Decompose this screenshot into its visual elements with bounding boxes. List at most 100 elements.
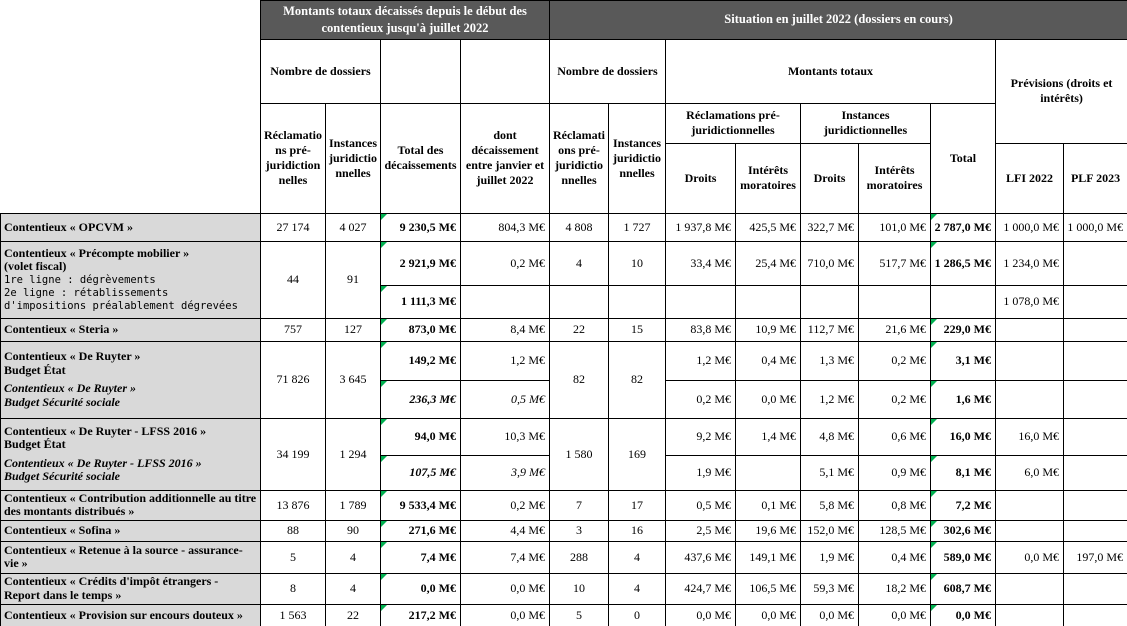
cell-reclamations-droits: 0,0 M€: [666, 604, 736, 626]
cell-plf-2023: [1064, 418, 1127, 455]
cell-instances-interets: 0,4 M€: [859, 541, 931, 573]
label-line: Contentieux « De Ruyter - LFSS 2016 »: [4, 425, 257, 438]
cell-situation-nb-instances: 1 727: [609, 213, 666, 241]
cell-instances-droits: 4,8 M€: [801, 418, 859, 455]
cell-reclamations-interets: 25,4 M€: [736, 241, 801, 285]
cell-nb-reclamations: 34 199: [261, 418, 326, 490]
header-col-dont-decaissement: dont décaissement entre janvier et juill…: [461, 103, 550, 213]
cell-dont-decaissement: 804,3 M€: [461, 213, 550, 241]
cell-instances-droits: 0,0 M€: [801, 604, 859, 626]
cell-dont-decaissement: 0,0 M€: [461, 573, 550, 604]
cell-nb-reclamations: 88: [261, 520, 326, 541]
cell-lfi-2022: [996, 380, 1064, 418]
label-note: d'impositions préalablement dégrevées: [4, 300, 257, 313]
header-empty-1: [381, 39, 461, 103]
cell-plf-2023: [1064, 520, 1127, 541]
cell-lfi-2022: [996, 604, 1064, 626]
cell-dont-decaissement: [461, 285, 550, 318]
label-note: 1re ligne : dégrèvements: [4, 274, 257, 287]
label-line: Budget Sécurité sociale: [4, 396, 257, 409]
cell-situation-nb-instances: 15: [609, 318, 666, 341]
cell-total: [931, 285, 996, 318]
cell-instances-droits: 59,3 M€: [801, 573, 859, 604]
cell-situation-nb-instances: 82: [609, 341, 666, 418]
cell-instances-droits: [801, 285, 859, 318]
cell-total: 3,1 M€: [931, 341, 996, 380]
cell-nb-reclamations: 8: [261, 573, 326, 604]
header-empty-2: [461, 39, 550, 103]
cell-total: 302,6 M€: [931, 520, 996, 541]
cell-instances-interets: 0,9 M€: [859, 455, 931, 490]
label-line: Contentieux « De Ruyter »: [4, 382, 257, 395]
cell-nb-reclamations: 44: [261, 241, 326, 318]
cell-nb-instances: 90: [326, 520, 381, 541]
cell-reclamations-droits: 83,8 M€: [666, 318, 736, 341]
cell-situation-nb-instances: 169: [609, 418, 666, 490]
cell-lfi-2022: 1 000,0 M€: [996, 213, 1064, 241]
cell-nb-reclamations: 71 826: [261, 341, 326, 418]
cell-lfi-2022: [996, 318, 1064, 341]
cell-total-decaissements: 236,3 M€: [381, 380, 461, 418]
cell-total: 8,1 M€: [931, 455, 996, 490]
header-col-droits-instances: Droits: [801, 143, 859, 213]
header-col-plf-2023: PLF 2023: [1064, 143, 1127, 213]
cell-total: 0,0 M€: [931, 604, 996, 626]
cell-dont-decaissement: 1,2 M€: [461, 341, 550, 380]
row-label-opcvm: Contentieux « OPCVM »: [1, 213, 261, 241]
cell-instances-interets: 0,6 M€: [859, 418, 931, 455]
cell-lfi-2022: 0,0 M€: [996, 541, 1064, 573]
cell-reclamations-interets: 149,1 M€: [736, 541, 801, 573]
cell-situation-nb-reclamations: 1 580: [550, 418, 609, 490]
header-nombre-dossiers-situation: Nombre de dossiers: [550, 39, 666, 103]
cell-plf-2023: [1064, 490, 1127, 520]
header-col-reclamations-decaisses: Réclamations pré-juridictionnelles: [261, 103, 326, 213]
cell-situation-nb-reclamations: 4: [550, 241, 609, 285]
header-previsions: Prévisions (droits et intérêts): [996, 39, 1127, 143]
header-col-total: Total: [931, 103, 996, 213]
cell-total: 1 286,5 M€: [931, 241, 996, 285]
cell-nb-reclamations: 5: [261, 541, 326, 573]
cell-lfi-2022: 6,0 M€: [996, 455, 1064, 490]
header-montants-totaux: Montants totaux: [666, 39, 996, 103]
cell-reclamations-droits: 0,2 M€: [666, 380, 736, 418]
row-steria: Contentieux « Steria » 757 127 873,0 M€ …: [1, 318, 1127, 341]
cell-instances-droits: 112,7 M€: [801, 318, 859, 341]
header-group-montants-decaisses: Montants totaux décaissés depuis le débu…: [261, 1, 550, 40]
cell-situation-nb-reclamations: 10: [550, 573, 609, 604]
header-col-instances-decaisses: Instances juridictionnelles: [326, 103, 381, 213]
cell-situation-nb-instances: 16: [609, 520, 666, 541]
cell-total-decaissements: 271,6 M€: [381, 520, 461, 541]
corner-cell: [1, 1, 261, 214]
cell-plf-2023: [1064, 604, 1127, 626]
cell-total-decaissements: 0,0 M€: [381, 573, 461, 604]
header-col-interets-instances: Intérêts moratoires: [859, 143, 931, 213]
cell-situation-nb-instances: 4: [609, 541, 666, 573]
cell-plf-2023: [1064, 455, 1127, 490]
header-col-droits-reclamations: Droits: [666, 143, 736, 213]
cell-instances-droits: 5,8 M€: [801, 490, 859, 520]
cell-instances-interets: 21,6 M€: [859, 318, 931, 341]
row-label-credits: Contentieux « Crédits d'impôt étrangers …: [1, 573, 261, 604]
cell-instances-droits: 322,7 M€: [801, 213, 859, 241]
row-retenue: Contentieux « Retenue à la source - assu…: [1, 541, 1127, 573]
cell-plf-2023: [1064, 318, 1127, 341]
cell-instances-interets: [859, 285, 931, 318]
row-label-retenue: Contentieux « Retenue à la source - assu…: [1, 541, 261, 573]
cell-nb-instances: 127: [326, 318, 381, 341]
cell-lfi-2022: 1 078,0 M€: [996, 285, 1064, 318]
header-group-instances: Instances juridictionnelles: [801, 103, 931, 143]
cell-dont-decaissement: 0,2 M€: [461, 241, 550, 285]
cell-reclamations-droits: 437,6 M€: [666, 541, 736, 573]
row-label-lfss2016: Contentieux « De Ruyter - LFSS 2016 » Bu…: [1, 418, 261, 490]
cell-dont-decaissement: 4,4 M€: [461, 520, 550, 541]
header-col-interets-reclamations: Intérêts moratoires: [736, 143, 801, 213]
cell-reclamations-interets: 0,1 M€: [736, 490, 801, 520]
cell-lfi-2022: 16,0 M€: [996, 418, 1064, 455]
label-line: Budget État: [4, 438, 257, 451]
cell-plf-2023: [1064, 285, 1127, 318]
row-sofina: Contentieux « Sofina » 88 90 271,6 M€ 4,…: [1, 520, 1127, 541]
cell-total-decaissements: 7,4 M€: [381, 541, 461, 573]
cell-situation-nb-reclamations: 22: [550, 318, 609, 341]
